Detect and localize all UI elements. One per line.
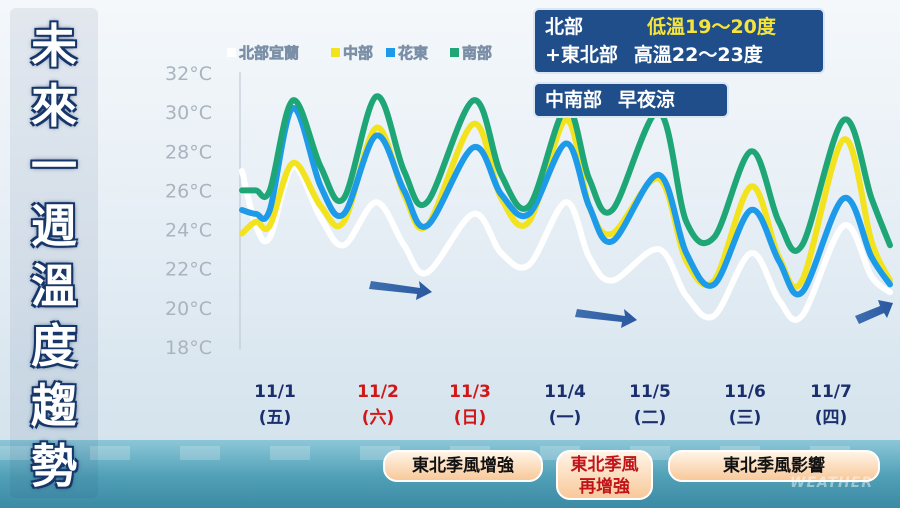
y-axis-ticks: 32°C 30°C 28°C 26°C 24°C 22°C 20°C 18°C [165, 63, 212, 359]
north-temperature-box: 北部 低溫19～20度 +東北部 高溫22～23度 [533, 8, 825, 74]
monsoon-restrengthen-line1: 東北季風 [570, 455, 639, 475]
south-note-box: 中南部 早夜涼 [533, 82, 729, 118]
vertical-title: 未 來 一 週 溫 度 趨 勢 [0, 0, 110, 508]
south-region-label: 中南部 [545, 89, 603, 111]
date-label: 11/5 [629, 382, 671, 402]
arrow-icon [855, 300, 893, 324]
title-char: 週 [31, 199, 77, 253]
monsoon-influence-pill: 東北季風影響 [668, 450, 880, 482]
title-char: 溫 [31, 259, 77, 313]
legend-swatch [450, 48, 459, 57]
y-tick-label: 22°C [165, 259, 212, 281]
monsoon-restrengthen-line2: 再增強 [579, 477, 630, 497]
y-tick-label: 18°C [165, 337, 212, 359]
weekday-label: (四) [814, 408, 848, 428]
date-label: 11/4 [544, 382, 586, 402]
y-tick-label: 32°C [165, 63, 212, 85]
legend-label: 花東 [398, 44, 428, 62]
weekday-label: (五) [258, 408, 292, 428]
weekday-label: (一) [548, 408, 582, 428]
legend-label: 中部 [343, 44, 373, 62]
title-char: 未 [31, 19, 77, 73]
monsoon-restrengthen-pill: 東北季風 再增強 [556, 450, 653, 500]
series-line-2 [239, 105, 893, 298]
trend-arrows [369, 281, 893, 328]
date-label: 11/7 [810, 382, 852, 402]
title-char: 勢 [31, 439, 77, 493]
date-label: 11/1 [254, 382, 296, 402]
series-line-0 [239, 163, 893, 323]
legend-label: 南部 [462, 44, 492, 62]
north-region-label: 北部 [545, 16, 584, 38]
north-low-text: 低溫19～20度 [647, 16, 776, 38]
y-tick-label: 20°C [165, 298, 212, 320]
date-label: 11/3 [449, 382, 491, 402]
title-char: 一 [31, 139, 77, 193]
y-tick-label: 30°C [165, 102, 212, 124]
legend: 北部宜蘭 中部 花東 南部 [227, 44, 492, 62]
date-label: 11/6 [724, 382, 766, 402]
title-char: 趨 [31, 379, 77, 433]
arrow-icon [369, 281, 432, 300]
series-lines [239, 93, 893, 323]
monsoon-strengthen-pill: 東北季風增強 [383, 450, 543, 482]
y-tick-label: 24°C [165, 220, 212, 242]
legend-swatch [331, 48, 340, 57]
vertical-title-backdrop [10, 8, 98, 498]
title-char: 來 [31, 79, 77, 133]
date-label: 11/2 [357, 382, 399, 402]
legend-label: 北部宜蘭 [239, 44, 299, 62]
watermark: WEATHER [790, 475, 874, 491]
weekday-label: (六) [361, 408, 395, 428]
arrow-icon [575, 309, 637, 328]
south-note-text: 早夜涼 [618, 89, 676, 111]
north-high-text: 高溫22～23度 [633, 44, 763, 66]
weekday-label: (日) [453, 408, 487, 428]
weekday-label: (三) [728, 408, 762, 428]
y-tick-label: 26°C [165, 180, 212, 202]
weekday-label: (二) [633, 408, 667, 428]
legend-swatch [386, 48, 395, 57]
northeast-region-label: +東北部 [545, 44, 618, 66]
y-tick-label: 28°C [165, 141, 212, 163]
title-char: 度 [31, 319, 77, 373]
legend-swatch [227, 48, 236, 57]
